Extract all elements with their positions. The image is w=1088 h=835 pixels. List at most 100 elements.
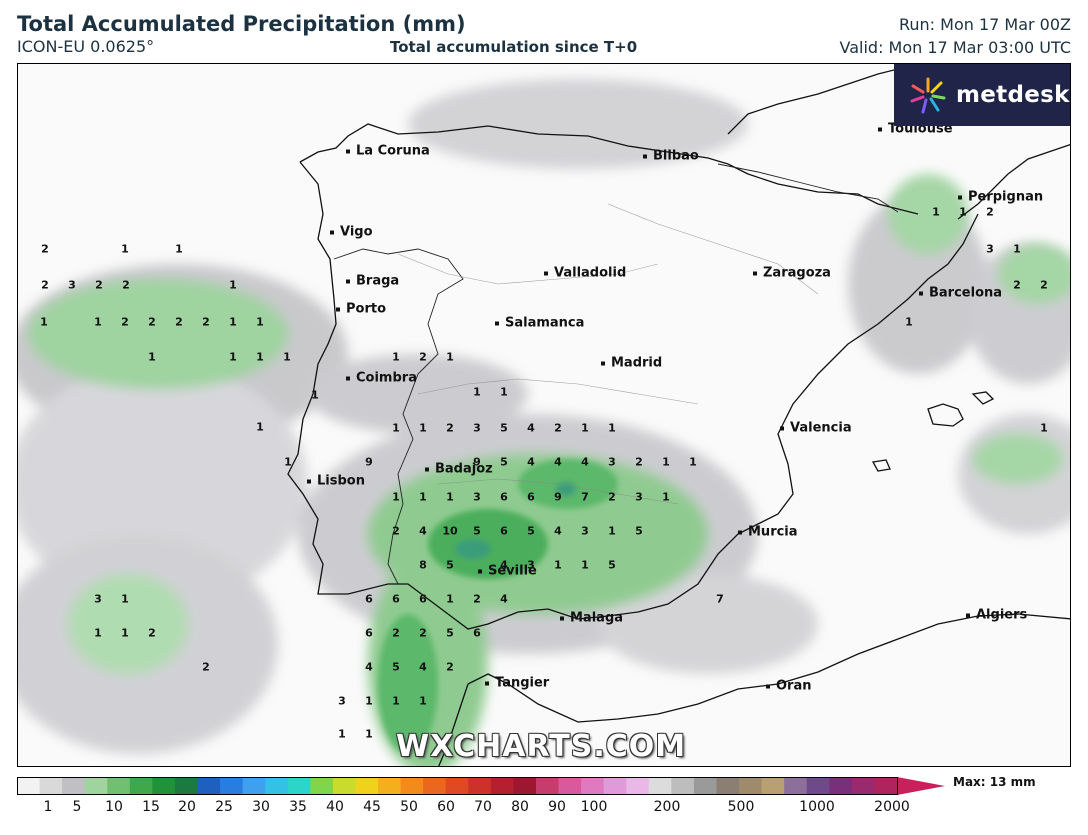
precip-value: 1 bbox=[148, 350, 156, 364]
precip-value: 3 bbox=[986, 242, 994, 256]
precip-value: 2 bbox=[635, 455, 643, 469]
run-time: Run: Mon 17 Mar 00Z bbox=[898, 15, 1071, 34]
scale-cell bbox=[310, 777, 334, 795]
scale-cell bbox=[107, 777, 131, 795]
scale-tick-label: 2000 bbox=[874, 799, 910, 815]
city-name: Madrid bbox=[611, 355, 663, 371]
precip-value: 2 bbox=[148, 626, 156, 640]
precip-value: 5 bbox=[446, 626, 454, 640]
precip-value: 1 bbox=[905, 315, 913, 329]
scale-cell bbox=[423, 777, 447, 795]
scale-cell bbox=[603, 777, 627, 795]
scale-tick-label: 10 bbox=[105, 799, 123, 815]
city-dot bbox=[780, 426, 784, 430]
city-name: Valladolid bbox=[554, 265, 627, 281]
city-dot bbox=[346, 149, 350, 153]
scale-cell bbox=[197, 777, 221, 795]
city-label: Salamanca bbox=[495, 316, 584, 331]
precip-value: 2 bbox=[446, 660, 454, 674]
city-dot bbox=[601, 361, 605, 365]
scale-tick-label: 5 bbox=[72, 799, 82, 815]
precip-value: 2 bbox=[41, 242, 49, 256]
precip-value: 9 bbox=[473, 455, 481, 469]
city-name: Malaga bbox=[570, 610, 624, 626]
scale-tick-label: 20 bbox=[178, 799, 196, 815]
precip-value: 3 bbox=[68, 278, 76, 292]
precip-value: 1 bbox=[473, 385, 481, 399]
precip-value: 1 bbox=[94, 626, 102, 640]
precip-value: 1 bbox=[311, 388, 319, 402]
precip-value: 1 bbox=[608, 524, 616, 538]
city-label: Zaragoza bbox=[753, 266, 831, 281]
city-dot bbox=[560, 616, 564, 620]
scale-cell bbox=[761, 777, 785, 795]
scale-cell bbox=[129, 777, 153, 795]
color-scale-labels: 1 5 10 15 20 25 30 35 40 45 50 60 70 80 90 100 200 500 100… bbox=[0, 799, 1088, 819]
precip-value: 1 bbox=[608, 421, 616, 435]
scale-cell bbox=[874, 777, 898, 795]
precip-value: 6 bbox=[392, 592, 400, 606]
precip-value: 1 bbox=[121, 242, 129, 256]
city-label: Lisbon bbox=[307, 474, 365, 489]
scale-cell bbox=[287, 777, 311, 795]
heavy-precip-layer bbox=[378, 459, 618, 754]
scale-cell bbox=[581, 777, 605, 795]
scale-cell bbox=[626, 777, 650, 795]
city-dot bbox=[966, 613, 970, 617]
rivers bbox=[397, 203, 819, 505]
precip-value: 1 bbox=[419, 421, 427, 435]
city-name: Algiers bbox=[976, 607, 1028, 623]
scale-cell bbox=[784, 777, 808, 795]
metdesk-logo-icon bbox=[910, 77, 946, 114]
city-name: Barcelona bbox=[929, 285, 1003, 301]
scale-cell bbox=[716, 777, 740, 795]
city-name: Coimbra bbox=[356, 370, 417, 386]
precip-value: 3 bbox=[635, 490, 643, 504]
precip-value: 1 bbox=[1040, 421, 1048, 435]
scale-tick-label: 25 bbox=[215, 799, 233, 815]
city-dot bbox=[544, 271, 548, 275]
precip-value: 1 bbox=[446, 350, 454, 364]
precip-value: 1 bbox=[419, 490, 427, 504]
precip-value: 7 bbox=[581, 490, 589, 504]
precip-value: 1 bbox=[581, 421, 589, 435]
precip-value: 1 bbox=[446, 592, 454, 606]
metdesk-logo: metdesk bbox=[894, 64, 1070, 126]
precip-value: 2 bbox=[202, 315, 210, 329]
scale-tick-label: 100 bbox=[580, 799, 608, 815]
city-label: Malaga bbox=[560, 611, 623, 626]
precip-value: 4 bbox=[554, 455, 562, 469]
precip-value: 1 bbox=[365, 694, 373, 708]
precip-value: 4 bbox=[500, 592, 508, 606]
precip-value: 2 bbox=[986, 205, 994, 219]
city-name: Salamanca bbox=[505, 315, 585, 331]
scale-tick-label: 60 bbox=[437, 799, 455, 815]
city-dot bbox=[738, 530, 742, 534]
chart-title: Total Accumulated Precipitation (mm) bbox=[17, 12, 466, 36]
precip-value: 5 bbox=[446, 558, 454, 572]
precip-value: 2 bbox=[419, 350, 427, 364]
scale-cell bbox=[490, 777, 514, 795]
precip-value: 2 bbox=[121, 315, 129, 329]
valid-time: Valid: Mon 17 Mar 03:00 UTC bbox=[839, 38, 1071, 57]
scale-cell bbox=[829, 777, 853, 795]
scale-cell bbox=[332, 777, 356, 795]
precip-value: 2 bbox=[148, 315, 156, 329]
precip-value: 5 bbox=[608, 558, 616, 572]
city-label: Seville bbox=[478, 564, 537, 579]
scale-tick-label: 70 bbox=[474, 799, 492, 815]
precip-value: 5 bbox=[635, 524, 643, 538]
precip-value: 1 bbox=[500, 385, 508, 399]
precip-value: 4 bbox=[419, 660, 427, 674]
scale-tick-label: 45 bbox=[363, 799, 381, 815]
city-dot bbox=[478, 569, 482, 573]
scale-cell bbox=[558, 777, 582, 795]
city-dot bbox=[346, 376, 350, 380]
precip-value: 1 bbox=[932, 205, 940, 219]
scale-cell bbox=[400, 777, 424, 795]
city-dot bbox=[766, 684, 770, 688]
precip-value: 2 bbox=[608, 490, 616, 504]
precip-value: 1 bbox=[229, 315, 237, 329]
precip-value: 1 bbox=[284, 455, 292, 469]
precip-value: 2 bbox=[392, 626, 400, 640]
